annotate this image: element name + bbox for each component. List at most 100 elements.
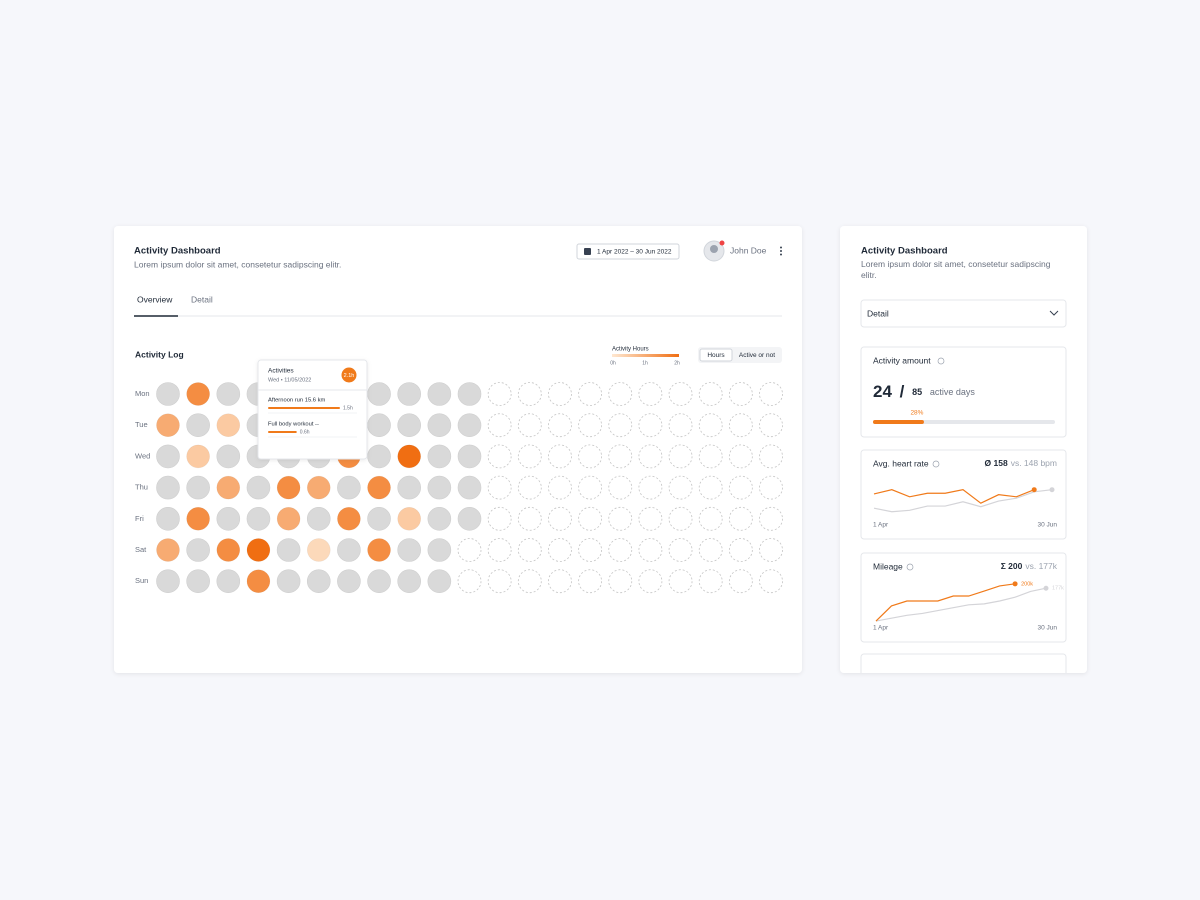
chart-card — [860, 552, 1067, 643]
day-cell — [246, 475, 271, 500]
day-cell — [337, 569, 361, 594]
day-cell — [728, 382, 753, 406]
tab[interactable]: Overview — [137, 294, 173, 304]
day-cell — [487, 444, 512, 469]
day-cell — [638, 569, 663, 594]
calendar-icon — [584, 248, 591, 255]
day-cell — [427, 538, 452, 562]
day-cell — [457, 569, 482, 594]
date-picker[interactable] — [576, 243, 680, 260]
day-cell — [608, 444, 633, 469]
day-cell — [517, 569, 542, 594]
day-cell — [698, 569, 723, 594]
day-cell — [668, 475, 693, 500]
tooltip-date: Wed • 11/05/2022 — [268, 377, 311, 383]
day-cell — [397, 569, 422, 594]
day-cell — [246, 506, 271, 531]
day-cell — [186, 444, 210, 469]
day-cell — [698, 506, 723, 531]
day-label: Fri — [135, 514, 144, 523]
day-cell — [698, 475, 723, 500]
day-cell — [548, 382, 572, 406]
day-cell — [668, 444, 693, 469]
info-icon[interactable] — [932, 460, 940, 468]
legend-tick-label: 2h — [674, 360, 680, 366]
day-cell — [397, 475, 422, 500]
day-cell — [457, 538, 482, 562]
day-cell — [638, 506, 663, 531]
chevron — [1049, 310, 1059, 316]
day-cell — [578, 506, 602, 531]
total-days: 85 — [912, 387, 922, 397]
kebab-menu[interactable] — [780, 246, 782, 256]
legend-gradient — [612, 354, 679, 357]
day-label: Sun — [135, 576, 148, 585]
day-label: Mon — [135, 389, 150, 398]
day-cell — [578, 444, 602, 469]
chart-card — [860, 449, 1067, 540]
tooltip-total: 2.1h — [344, 373, 355, 379]
day-cell — [276, 538, 301, 562]
day-cell — [548, 506, 572, 531]
section-title: Activity Log — [135, 349, 184, 359]
select-value[interactable]: Detail — [867, 308, 889, 318]
day-cell — [186, 413, 210, 438]
toggle-option[interactable]: Active or not — [739, 352, 775, 359]
main-subtitle: Lorem ipsum dolor sit amet, consetetur s… — [134, 259, 341, 269]
day-cell — [668, 506, 693, 531]
info-icon[interactable] — [937, 357, 945, 365]
toggle-active[interactable] — [699, 348, 733, 362]
day-cell — [728, 569, 753, 594]
user-name[interactable]: John Doe — [730, 245, 767, 255]
day-cell — [638, 382, 663, 406]
toggle-option[interactable]: Hours — [707, 352, 725, 359]
info-icon[interactable] — [906, 563, 914, 571]
day-cell — [216, 538, 241, 562]
tooltip-title: Activities — [268, 368, 294, 375]
activity-bar — [268, 431, 297, 433]
stat-title: Activity amount — [873, 355, 931, 365]
day-cell — [517, 382, 542, 406]
x-start: 1 Apr — [873, 625, 889, 632]
day-cell — [668, 413, 693, 438]
card-stat: Ø 158 vs. 148 bpm — [985, 458, 1057, 468]
date-range: 1 Apr 2022 – 30 Jun 2022 — [597, 249, 672, 256]
sparkline — [873, 489, 1053, 513]
end-label: 200k — [1021, 581, 1033, 587]
select[interactable] — [860, 299, 1067, 328]
day-cell — [276, 506, 301, 531]
day-cell — [759, 413, 783, 438]
day-cell — [457, 413, 482, 438]
sparkline — [875, 583, 1016, 622]
day-cell — [186, 506, 210, 531]
day-cell — [276, 569, 301, 594]
day-cell — [578, 569, 602, 594]
day-cell — [427, 444, 452, 469]
side-title: Activity Dashboard — [861, 246, 948, 257]
day-cell — [186, 569, 210, 594]
day-cell — [578, 382, 602, 406]
day-cell — [246, 569, 271, 594]
day-cell — [216, 413, 241, 438]
day-cell — [367, 569, 391, 594]
next-card — [860, 653, 1067, 673]
day-cell — [698, 444, 723, 469]
day-cell — [487, 538, 512, 562]
day-cell — [397, 413, 422, 438]
tooltip-badge — [341, 367, 357, 383]
day-cell — [186, 382, 210, 406]
day-cell — [548, 538, 572, 562]
day-label: Tue — [135, 420, 148, 429]
day-cell — [397, 382, 422, 406]
tab[interactable]: Detail — [191, 294, 213, 304]
day-cell — [638, 475, 663, 500]
day-cell — [156, 506, 180, 531]
notification-dot — [719, 240, 725, 246]
day-cell — [487, 569, 512, 594]
activity-bar — [268, 407, 340, 409]
x-end: 30 Jun — [1037, 625, 1057, 632]
x-start: 1 Apr — [873, 522, 889, 529]
day-cell — [367, 475, 391, 500]
day-cell — [668, 569, 693, 594]
